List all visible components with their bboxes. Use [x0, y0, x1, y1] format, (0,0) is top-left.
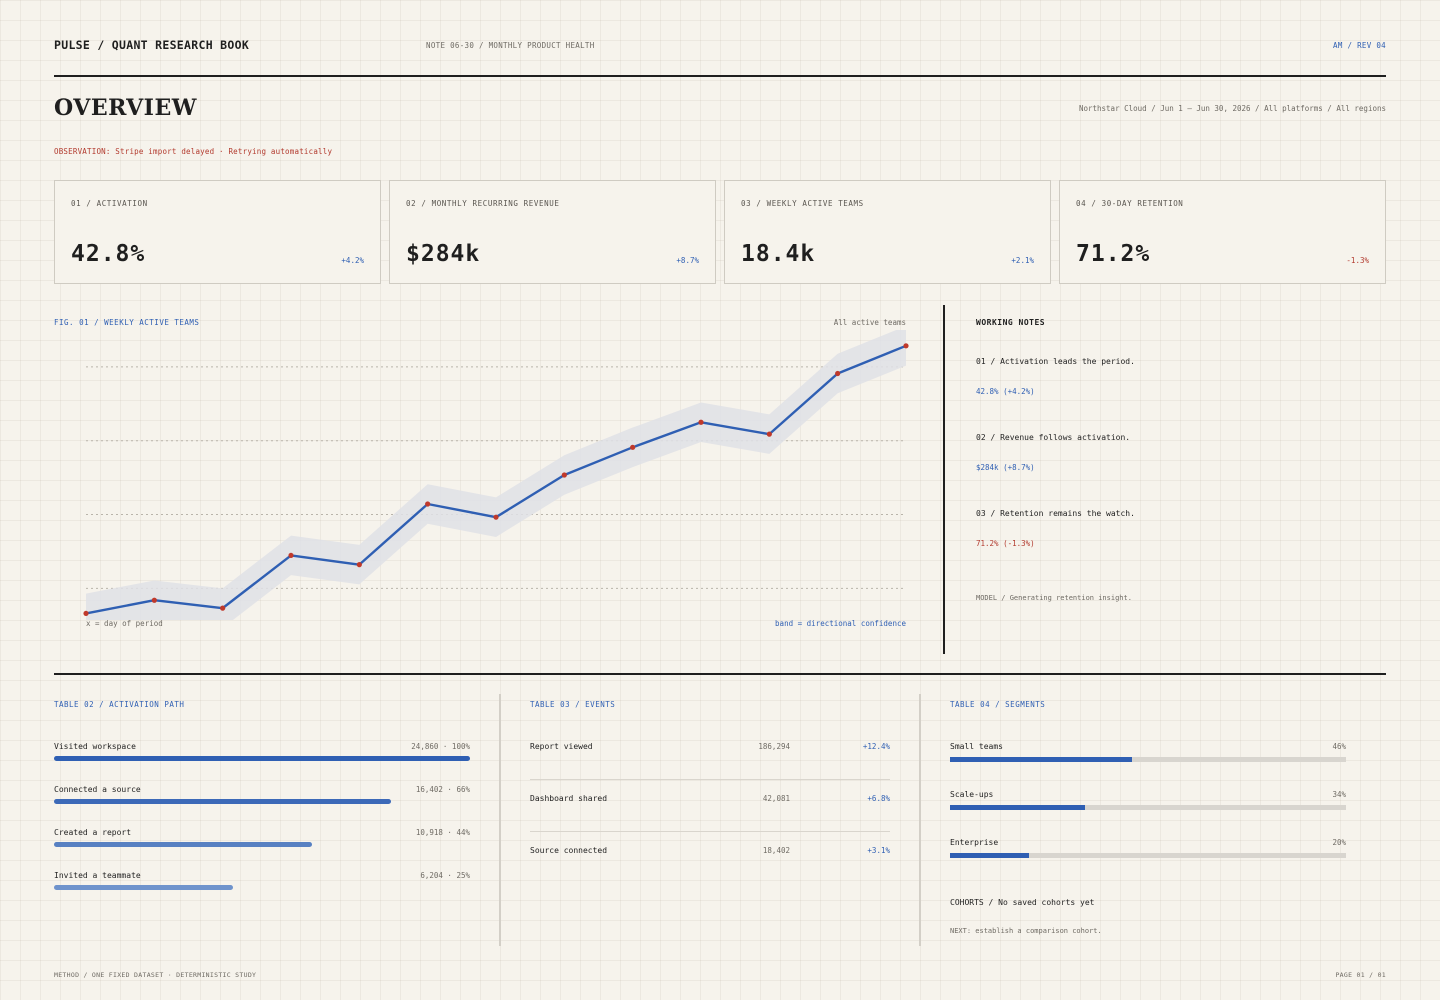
- segment-label: Enterprise: [950, 838, 999, 847]
- note-item: 02 / Revenue follows activation.: [976, 433, 1131, 442]
- revision-link[interactable]: AM / REV 04: [1333, 41, 1386, 50]
- figure-notes-divider: [943, 305, 945, 654]
- data-point[interactable]: [630, 444, 636, 450]
- segment-label: Small teams: [950, 742, 1003, 751]
- kpi-value: $284k: [406, 241, 481, 267]
- kpi-label: 04 / 30-DAY RETENTION: [1076, 199, 1184, 208]
- data-point[interactable]: [425, 501, 431, 507]
- event-delta: +12.4%: [862, 742, 890, 751]
- note-reference: NOTE 06-30 / MONTHLY PRODUCT HEALTH: [426, 41, 595, 50]
- activation-label: Created a report: [54, 828, 132, 837]
- next-step-link[interactable]: NEXT: establish a comparison cohort.: [950, 927, 1102, 935]
- data-point[interactable]: [288, 552, 294, 559]
- events-table-title: TABLE 03 / EVENTS: [530, 700, 616, 709]
- kpi-card-activation[interactable]: 01 / ACTIVATION 42.8% +4.2%: [54, 180, 381, 284]
- note-item: 01 / Activation leads the period.: [976, 357, 1135, 366]
- kpi-value: 42.8%: [71, 241, 146, 267]
- weekly-active-teams-chart[interactable]: [54, 330, 924, 620]
- activation-stat: 6,204 · 25%: [420, 871, 470, 880]
- brand-title: PULSE / QUANT RESEARCH BOOK: [54, 38, 250, 52]
- note-value: 42.8% (+4.2%): [976, 387, 1035, 396]
- kpi-delta: +4.2%: [341, 256, 364, 265]
- kpi-delta: +8.7%: [676, 256, 699, 265]
- data-points: [83, 343, 909, 617]
- activation-label: Invited a teammate: [54, 871, 141, 880]
- note-value: 71.2% (-1.3%): [976, 539, 1035, 548]
- footer-method: METHOD / ONE FIXED DATASET · DETERMINIST…: [54, 971, 257, 979]
- data-point[interactable]: [903, 343, 909, 349]
- band-legend-note: band = directional confidence: [775, 619, 906, 628]
- row-divider: [530, 779, 890, 780]
- segment-track: [950, 805, 1346, 810]
- figure-scope: All active teams: [833, 318, 906, 327]
- kpi-delta: -1.3%: [1346, 256, 1369, 265]
- x-axis-note: x = day of period: [86, 619, 163, 628]
- segment-percent: 20%: [1332, 838, 1346, 847]
- kpi-card-retention[interactable]: 04 / 30-DAY RETENTION 71.2% -1.3%: [1059, 180, 1386, 284]
- segment-fill: [950, 853, 1030, 858]
- data-point[interactable]: [151, 597, 157, 603]
- event-count: 186,294: [758, 742, 790, 751]
- kpi-card-mrr[interactable]: 02 / MONTHLY RECURRING REVENUE $284k +8.…: [389, 180, 716, 284]
- segment-percent: 46%: [1332, 742, 1346, 751]
- segment-percent: 34%: [1332, 790, 1346, 799]
- confidence-band: [86, 330, 906, 620]
- event-delta: +6.8%: [867, 794, 890, 803]
- activation-stat: 16,402 · 66%: [415, 785, 470, 794]
- segment-fill: [950, 805, 1085, 810]
- data-point[interactable]: [356, 562, 362, 568]
- kpi-delta: +2.1%: [1011, 256, 1034, 265]
- activation-label: Connected a source: [54, 785, 141, 794]
- figure-title: FIG. 01 / WEEKLY ACTIVE TEAMS: [54, 318, 200, 327]
- segment-fill: [950, 757, 1133, 762]
- activation-table-title: TABLE 02 / ACTIVATION PATH: [54, 700, 185, 709]
- segment-track: [950, 853, 1346, 858]
- data-point[interactable]: [835, 370, 841, 377]
- column-divider: [919, 694, 921, 946]
- event-delta: +3.1%: [867, 846, 890, 855]
- cohorts-empty-state: COHORTS / No saved cohorts yet: [950, 898, 1095, 907]
- event-label: Dashboard shared: [530, 794, 608, 803]
- data-point[interactable]: [766, 431, 772, 437]
- column-divider: [499, 694, 501, 946]
- kpi-value: 18.4k: [741, 241, 816, 267]
- segment-label: Scale-ups: [950, 790, 994, 799]
- scope-breadcrumb: Northstar Cloud / Jun 1 – Jun 30, 2026 /…: [1078, 104, 1386, 113]
- event-count: 18,402: [762, 846, 790, 855]
- segment-track: [950, 757, 1346, 762]
- data-point[interactable]: [698, 419, 704, 425]
- data-point[interactable]: [83, 610, 89, 617]
- kpi-label: 03 / WEEKLY ACTIVE TEAMS: [741, 199, 864, 208]
- activation-bar: [54, 756, 470, 761]
- data-point[interactable]: [561, 472, 567, 478]
- observation-alert: OBSERVATION: Stripe import delayed · Ret…: [54, 147, 333, 156]
- segments-table-title: TABLE 04 / SEGMENTS: [950, 700, 1046, 709]
- event-label: Source connected: [530, 846, 608, 855]
- data-point[interactable]: [220, 605, 226, 611]
- data-point[interactable]: [493, 514, 499, 520]
- activation-stat: 10,918 · 44%: [415, 828, 470, 837]
- kpi-label: 02 / MONTHLY RECURRING REVENUE: [406, 199, 560, 208]
- activation-label: Visited workspace: [54, 742, 136, 751]
- activation-bar: [54, 842, 312, 847]
- series-line: [85, 344, 907, 615]
- event-label: Report viewed: [530, 742, 593, 751]
- activation-stat: 24,860 · 100%: [411, 742, 470, 751]
- activation-bar: [54, 799, 391, 804]
- section-divider: [54, 673, 1386, 675]
- kpi-value: 71.2%: [1076, 241, 1151, 267]
- kpi-card-weekly-active-teams[interactable]: 03 / WEEKLY ACTIVE TEAMS 18.4k +2.1%: [724, 180, 1051, 284]
- kpi-label: 01 / ACTIVATION: [71, 199, 148, 208]
- activation-bar: [54, 885, 233, 890]
- page-title: OVERVIEW: [54, 95, 197, 121]
- chart-grid: [86, 366, 906, 589]
- model-status: MODEL / Generating retention insight.: [976, 594, 1132, 602]
- page-number: PAGE 01 / 01: [1335, 971, 1386, 979]
- note-value: $284k (+8.7%): [976, 463, 1035, 472]
- event-count: 42,081: [762, 794, 790, 803]
- note-item: 03 / Retention remains the watch.: [976, 509, 1135, 518]
- row-divider: [530, 831, 890, 832]
- notes-title: WORKING NOTES: [976, 318, 1046, 327]
- header-divider: [54, 75, 1386, 77]
